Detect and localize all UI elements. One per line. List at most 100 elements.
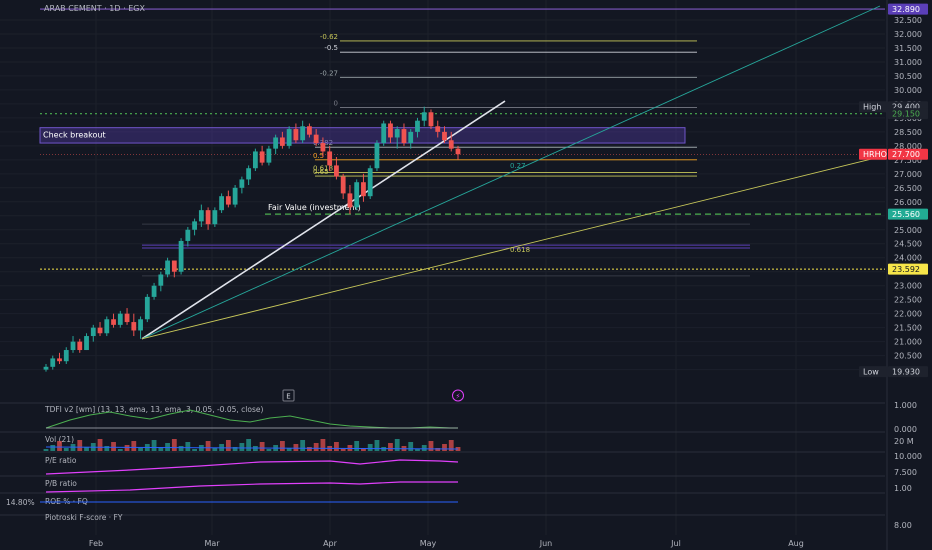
candle-body [144,296,150,320]
candle-body [266,148,272,163]
candle-body [286,129,292,146]
y-tick-label: 26.500 [894,184,922,193]
candle-body [124,313,130,323]
volume-bar [239,443,245,451]
y-tick-label: 20.500 [894,352,922,361]
indicator-label: Vol (21) [45,435,74,444]
volume-bar [171,439,177,451]
candle-body [320,143,326,152]
candle-body [104,319,110,334]
time-axis[interactable]: Feb Mar Apr May Jun Jul Aug [89,539,804,548]
volume-bar [97,439,103,451]
candle-body [421,112,427,121]
check-breakout-box [39,127,686,144]
indicator-axis-label: 7.500 [894,468,917,477]
candle-body [63,350,69,362]
yellow-ratio-label: 0.618 [510,246,530,254]
fib-label: -0.27 [320,69,338,77]
volume-bar [307,447,312,451]
candle-body [138,319,143,331]
candle-body [117,313,123,325]
volume-bar [43,449,49,451]
y-tick-label: 32.000 [894,30,922,39]
price-tag [888,208,928,220]
volume-bar [388,443,393,451]
price-tag [888,366,928,378]
candle-body [307,126,312,135]
pe-line [45,459,459,475]
candle-body [273,137,279,149]
candle-body [232,187,238,205]
y-tick-label: 25.000 [894,226,922,235]
candle-body [428,112,434,127]
x-tick-label: Mar [204,539,220,548]
candle-body [401,129,407,144]
volume-bar [104,446,110,451]
volume-bar [428,441,434,451]
indicator-axis-label: 1.00 [894,484,912,493]
candle-body [43,366,49,370]
candle-body [381,123,387,144]
volume-bar [340,449,346,451]
roe-left-value: 14.80% [6,498,35,507]
y-tick-label: 30.000 [894,86,922,95]
earnings-marker [282,389,295,402]
indicator-label: P/E ratio [45,456,77,465]
news-marker [452,389,464,402]
price-tag [888,263,928,275]
volume-bar [212,448,218,451]
candle-body [334,165,339,177]
price-tag-caption: High [863,103,881,112]
y-tick-label: 22.000 [894,310,922,319]
volume-bar [394,439,400,451]
candle-body [415,120,420,132]
price-tag-caption-box [859,148,887,160]
volume-bar [77,440,83,451]
x-tick-label: Feb [89,539,103,548]
indicator-label: Piotroski F-score · FY [45,513,123,522]
candle-body [361,182,366,197]
candle-body [408,131,414,144]
volume-bar [158,447,164,451]
volume-bar [151,440,157,451]
fib-label: -0.5 [324,44,338,52]
candles [43,106,461,372]
y-tick-label: 23.000 [894,282,922,291]
indicator-label: P/B ratio [45,479,77,488]
pb-line [45,481,458,493]
indicator-axis-label: 1.000 [894,401,917,410]
price-tag [888,148,928,160]
price-tag-label: 27.700 [892,150,920,159]
volume-bar [138,448,143,451]
news-marker-text: ⚡ [456,393,461,401]
candle-body [347,193,353,208]
earnings-marker-text: E [286,393,290,401]
y-tick-label: 24.000 [894,254,922,263]
price-tags: 32.890 29.400 High 29.150 27.700 HRHO 25.560 23… [859,3,928,378]
volume-bar [232,447,238,451]
volume-bar [415,449,420,451]
candle-body [57,358,62,362]
y-tick-label: 21.500 [894,324,922,333]
y-tick-label: 24.500 [894,240,922,249]
volume-bar [293,444,299,451]
candle-body [178,240,184,272]
x-tick-label: Apr [323,539,338,548]
volume-bar [131,441,137,451]
y-tick-label: 30.500 [894,72,922,81]
trend-line-yellow [141,155,886,340]
candle-body [239,179,245,188]
candle-body [90,327,96,337]
candle-body [354,182,360,208]
candle-body [442,131,447,141]
volume-bar [63,448,69,451]
volume-bar [300,440,306,451]
price-tag-caption-box [859,101,887,113]
volume-bar [57,441,62,451]
volume-bar [334,442,339,451]
indicator-panes: TDFI v2 [wm] (13, 13, ema, 13, ema, 3, 0… [0,402,885,522]
candle-body [165,260,170,275]
volume-bar [117,449,123,451]
candle-body [77,341,83,351]
